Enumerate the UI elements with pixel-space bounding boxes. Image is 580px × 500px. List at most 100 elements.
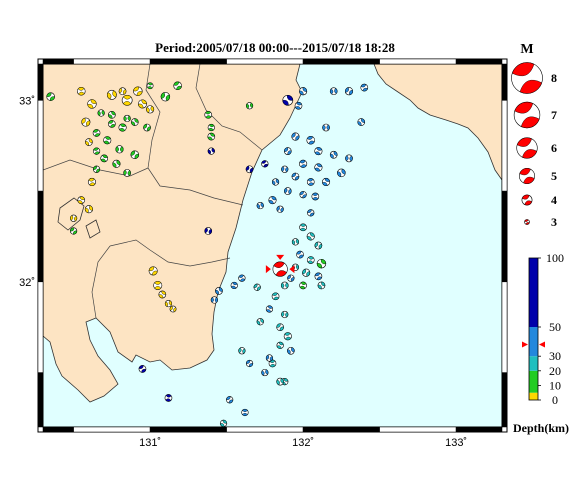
focal-mechanism-event[interactable]	[337, 168, 346, 178]
focal-mechanism-event[interactable]	[245, 165, 254, 174]
focal-mechanism-event[interactable]	[299, 191, 307, 199]
focal-mechanism-event[interactable]	[314, 147, 323, 156]
focal-mechanism-event[interactable]	[123, 169, 131, 177]
focal-mechanism-event[interactable]	[148, 266, 158, 276]
focal-mechanism-event[interactable]	[215, 287, 223, 295]
focal-mechanism-event[interactable]	[314, 163, 323, 172]
focal-mechanism-event[interactable]	[256, 201, 264, 210]
focal-mechanism-event[interactable]	[106, 89, 117, 100]
focal-mechanism-event[interactable]	[87, 99, 97, 109]
focal-mechanism-event[interactable]	[276, 377, 284, 386]
magnitude-legend-symbol[interactable]	[516, 137, 538, 159]
focal-mechanism-event[interactable]	[276, 341, 284, 349]
focal-mechanism-event[interactable]	[360, 83, 369, 92]
focal-mechanism-event[interactable]	[164, 394, 173, 402]
focal-mechanism-event[interactable]	[173, 81, 182, 91]
focal-mechanism-event[interactable]	[281, 310, 289, 319]
focal-mechanism-event[interactable]	[204, 111, 213, 119]
focal-mechanism-event[interactable]	[130, 150, 140, 160]
focal-mechanism-event[interactable]	[282, 94, 294, 106]
focal-mechanism-event[interactable]	[130, 118, 139, 126]
focal-mechanism-event[interactable]	[108, 111, 116, 119]
focal-mechanism-event[interactable]	[265, 305, 274, 313]
focal-mechanism-event[interactable]	[268, 196, 277, 205]
focal-mechanism-event[interactable]	[344, 87, 354, 96]
main-event-beachball[interactable]	[272, 261, 288, 277]
focal-mechanism-event[interactable]	[137, 99, 147, 109]
focal-mechanism-event[interactable]	[306, 135, 316, 145]
focal-mechanism-event[interactable]	[253, 283, 261, 291]
focal-mechanism-event[interactable]	[261, 368, 269, 377]
focal-mechanism-event[interactable]	[146, 82, 154, 90]
focal-mechanism-event[interactable]	[316, 258, 327, 269]
focal-mechanism-event[interactable]	[153, 280, 163, 290]
focal-mechanism-event[interactable]	[322, 177, 331, 187]
focal-mechanism-event[interactable]	[210, 296, 218, 304]
focal-mechanism-event[interactable]	[84, 205, 93, 214]
focal-mechanism-event[interactable]	[112, 159, 121, 168]
focal-mechanism-event[interactable]	[230, 281, 238, 290]
focal-mechanism-event[interactable]	[69, 227, 78, 235]
focal-mechanism-event[interactable]	[160, 91, 171, 102]
focal-mechanism-event[interactable]	[345, 154, 353, 163]
focal-mechanism-event[interactable]	[296, 250, 304, 259]
focal-mechanism-event[interactable]	[306, 178, 315, 186]
focal-mechanism-event[interactable]	[302, 268, 311, 277]
focal-mechanism-event[interactable]	[299, 87, 308, 96]
focal-mechanism-event[interactable]	[294, 101, 303, 110]
focal-mechanism-event[interactable]	[299, 281, 307, 290]
focal-mechanism-event[interactable]	[115, 145, 124, 154]
focal-mechanism-event[interactable]	[146, 105, 155, 114]
focal-mechanism-event[interactable]	[291, 172, 300, 181]
focal-mechanism-event[interactable]	[81, 117, 91, 127]
focal-mechanism-event[interactable]	[314, 241, 323, 250]
focal-mechanism-event[interactable]	[207, 147, 215, 155]
focal-mechanism-event[interactable]	[97, 109, 105, 117]
focal-mechanism-event[interactable]	[314, 272, 323, 281]
magnitude-legend-symbol[interactable]	[518, 168, 535, 185]
focal-mechanism-event[interactable]	[245, 359, 254, 368]
focal-mechanism-event[interactable]	[329, 87, 338, 96]
focal-mechanism-event[interactable]	[238, 347, 246, 355]
focal-mechanism-event[interactable]	[283, 187, 292, 195]
focal-mechanism-event[interactable]	[306, 256, 315, 264]
focal-mechanism-event[interactable]	[46, 92, 55, 101]
focal-mechanism-event[interactable]	[143, 123, 151, 132]
magnitude-legend-symbol[interactable]	[511, 62, 543, 94]
focal-mechanism-event[interactable]	[87, 177, 97, 187]
focal-mechanism-event[interactable]	[291, 238, 300, 246]
focal-mechanism-event[interactable]	[121, 94, 133, 106]
focal-mechanism-event[interactable]	[92, 147, 101, 155]
focal-mechanism-event[interactable]	[204, 227, 213, 235]
focal-mechanism-event[interactable]	[92, 129, 101, 137]
focal-mechanism-event[interactable]	[164, 299, 173, 308]
focal-mechanism-event[interactable]	[281, 165, 289, 173]
focal-mechanism-event[interactable]	[76, 86, 86, 96]
focal-mechanism-event[interactable]	[219, 419, 228, 427]
focal-mechanism-event[interactable]	[261, 160, 269, 168]
focal-mechanism-event[interactable]	[92, 165, 101, 173]
focal-mechanism-event[interactable]	[133, 86, 143, 96]
magnitude-legend-symbol[interactable]	[524, 219, 530, 225]
focal-mechanism-event[interactable]	[118, 87, 127, 96]
focal-mechanism-event[interactable]	[123, 114, 131, 123]
focal-mechanism-event[interactable]	[118, 123, 127, 132]
magnitude-legend-symbol[interactable]	[513, 101, 541, 129]
focal-mechanism-event[interactable]	[287, 274, 295, 282]
focal-mechanism-event[interactable]	[238, 274, 246, 282]
focal-mechanism-event[interactable]	[77, 196, 86, 204]
focal-mechanism-event[interactable]	[138, 365, 147, 373]
focal-mechanism-event[interactable]	[207, 132, 216, 141]
focal-mechanism-event[interactable]	[287, 346, 295, 355]
focal-mechanism-event[interactable]	[103, 136, 112, 145]
focal-mechanism-event[interactable]	[271, 292, 280, 301]
focal-mechanism-event[interactable]	[306, 232, 315, 241]
focal-mechanism-event[interactable]	[283, 332, 292, 341]
focal-mechanism-event[interactable]	[322, 123, 330, 132]
focal-mechanism-event[interactable]	[276, 323, 284, 331]
focal-mechanism-event[interactable]	[280, 281, 289, 290]
focal-mechanism-event[interactable]	[100, 154, 109, 163]
focal-mechanism-event[interactable]	[311, 192, 320, 201]
focal-mechanism-event[interactable]	[276, 205, 284, 213]
focal-mechanism-event[interactable]	[357, 118, 366, 126]
